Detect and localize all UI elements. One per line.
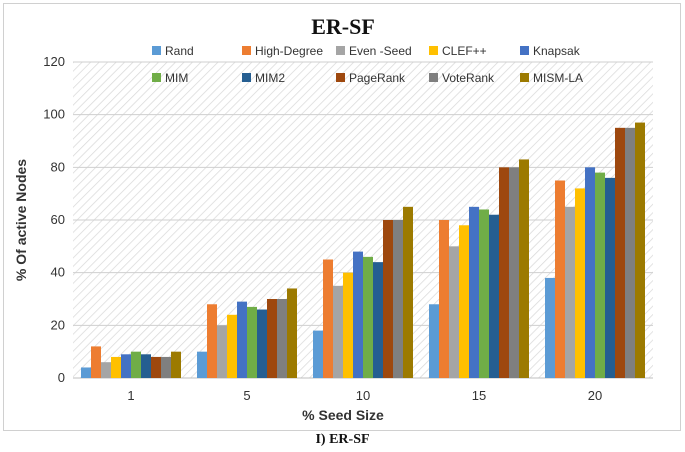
bar-knapsak-5 <box>237 301 247 378</box>
legend-label-mism-la: MISM-LA <box>533 71 583 85</box>
legend-swatch-pagerank <box>336 73 345 82</box>
legend-label-high-degree: High-Degree <box>255 44 323 58</box>
bar-rand-10 <box>313 330 323 378</box>
legend-label-voterank: VoteRank <box>442 71 495 85</box>
bar-voterank-20 <box>625 127 635 378</box>
bar-knapsak-1 <box>121 354 131 378</box>
x-tick-label: 15 <box>472 388 486 403</box>
bar-even-seed-20 <box>565 206 575 378</box>
y-tick-label: 100 <box>43 107 65 122</box>
legend-label-pagerank: PageRank <box>349 71 406 85</box>
bar-even-seed-10 <box>333 285 343 378</box>
legend-label-mim: MIM <box>165 71 188 85</box>
bar-voterank-15 <box>509 167 519 378</box>
x-axis-label: % Seed Size <box>302 407 384 423</box>
chart-title: ER-SF <box>311 14 375 39</box>
bar-high-degree-15 <box>439 220 449 378</box>
y-axis-label: % Of active Nodes <box>13 159 29 281</box>
y-tick-label: 80 <box>51 159 65 174</box>
y-tick-label: 60 <box>51 212 65 227</box>
bar-clef--5 <box>227 314 237 378</box>
bar-voterank-5 <box>277 299 287 378</box>
bar-rand-20 <box>545 277 555 378</box>
bar-pagerank-1 <box>151 356 161 378</box>
y-tick-label: 0 <box>58 370 65 385</box>
bar-rand-1 <box>81 367 91 378</box>
y-tick-label: 120 <box>43 54 65 69</box>
legend-label-knapsak: Knapsak <box>533 44 581 58</box>
bar-mim2-10 <box>373 262 383 378</box>
bar-mim-10 <box>363 256 373 378</box>
x-tick-label: 20 <box>588 388 602 403</box>
bar-mim-1 <box>131 351 141 378</box>
bar-pagerank-5 <box>267 299 277 378</box>
bar-rand-5 <box>197 351 207 378</box>
bar-mism-la-20 <box>635 122 645 378</box>
bar-voterank-1 <box>161 356 171 378</box>
legend-label-clef-: CLEF++ <box>442 44 487 58</box>
bar-mim-15 <box>479 209 489 378</box>
bar-high-degree-5 <box>207 304 217 378</box>
y-tick-label: 20 <box>51 317 65 332</box>
bar-knapsak-10 <box>353 251 363 378</box>
bar-clef--20 <box>575 188 585 378</box>
legend-swatch-even-seed <box>336 46 345 55</box>
bar-pagerank-15 <box>499 167 509 378</box>
bar-even-seed-1 <box>101 362 111 378</box>
legend-swatch-voterank <box>429 73 438 82</box>
bar-clef--1 <box>111 356 121 378</box>
legend-label-mim2: MIM2 <box>255 71 285 85</box>
bar-pagerank-10 <box>383 220 393 378</box>
bar-mism-la-10 <box>403 206 413 378</box>
bar-mim2-1 <box>141 354 151 378</box>
bar-mim-5 <box>247 306 257 378</box>
bar-pagerank-20 <box>615 127 625 378</box>
x-tick-label: 1 <box>127 388 134 403</box>
legend-swatch-knapsak <box>520 46 529 55</box>
legend-swatch-clef- <box>429 46 438 55</box>
legend-label-rand: Rand <box>165 44 194 58</box>
bar-even-seed-5 <box>217 325 227 378</box>
legend-swatch-mism-la <box>520 73 529 82</box>
legend-swatch-mim <box>152 73 161 82</box>
y-tick-label: 40 <box>51 265 65 280</box>
bar-rand-15 <box>429 304 439 378</box>
chart-frame: 0 20 40 60 80 100 120 1 5 10 15 20 ER-SF% Seed Size%… <box>3 3 681 431</box>
bar-mim2-5 <box>257 309 267 378</box>
bar-high-degree-20 <box>555 180 565 378</box>
bar-clef--15 <box>459 225 469 378</box>
bar-high-degree-10 <box>323 259 333 378</box>
legend-swatch-high-degree <box>242 46 251 55</box>
bar-knapsak-15 <box>469 206 479 378</box>
bar-knapsak-20 <box>585 167 595 378</box>
legend-swatch-rand <box>152 46 161 55</box>
legend-label-even-seed: Even -Seed <box>349 44 412 58</box>
bar-mism-la-5 <box>287 288 297 378</box>
bar-clef--10 <box>343 272 353 378</box>
bar-mism-la-1 <box>171 351 181 378</box>
bar-mim2-15 <box>489 214 499 378</box>
bar-even-seed-15 <box>449 246 459 378</box>
legend-swatch-mim2 <box>242 73 251 82</box>
bar-mim2-20 <box>605 177 615 378</box>
bar-voterank-10 <box>393 220 403 378</box>
figure-caption: I) ER-SF <box>315 432 370 447</box>
bar-high-degree-1 <box>91 346 101 378</box>
x-tick-label: 10 <box>356 388 370 403</box>
bar-mim-20 <box>595 172 605 378</box>
bar-mism-la-15 <box>519 159 529 378</box>
x-tick-label: 5 <box>243 388 250 403</box>
